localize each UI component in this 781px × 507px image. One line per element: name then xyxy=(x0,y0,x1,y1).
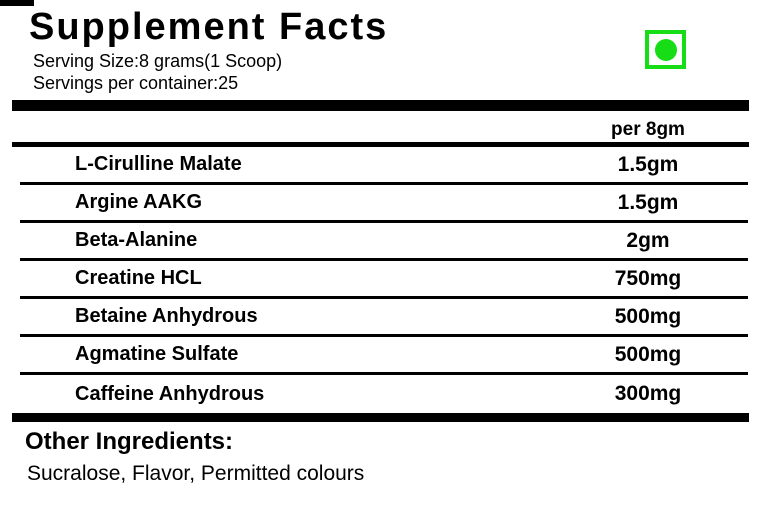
ingredient-amount: 500mg xyxy=(614,304,682,328)
table-row: Beta-Alanine 2gm xyxy=(20,223,748,261)
divider-thick-top xyxy=(12,100,749,111)
servings-per-container-text: Servings per container:25 xyxy=(33,73,239,93)
ingredient-name: Agmatine Sulfate xyxy=(75,343,239,365)
ingredient-name: Caffeine Anhydrous xyxy=(75,382,265,405)
ingredient-amount: 300mg xyxy=(614,382,682,405)
vegetarian-mark-icon xyxy=(645,30,686,69)
divider-header xyxy=(12,142,749,147)
table-row: L-Cirulline Malate 1.5gm xyxy=(20,147,748,185)
serving-size-text: Serving Size:8 grams(1 Scoop) xyxy=(33,51,283,71)
ingredient-table: L-Cirulline Malate 1.5gm Argine AAKG 1.5… xyxy=(20,147,748,413)
table-row: Creatine HCL 750mg xyxy=(20,261,748,299)
ingredient-name: Betaine Anhydrous xyxy=(75,305,258,327)
divider-thick-bottom xyxy=(12,413,749,422)
other-ingredients-value: Sucralose, Flavor, Permitted colours xyxy=(27,462,365,485)
ingredient-amount: 1.5gm xyxy=(617,152,679,176)
amount-column-header: per 8gm xyxy=(611,119,685,140)
table-row: Agmatine Sulfate 500mg xyxy=(20,337,748,375)
table-row: Betaine Anhydrous 500mg xyxy=(20,299,748,337)
vegetarian-mark-dot xyxy=(654,38,677,61)
corner-mark xyxy=(0,0,34,6)
ingredient-amount: 1.5gm xyxy=(617,190,679,214)
ingredient-name: Creatine HCL xyxy=(75,267,202,289)
ingredient-amount: 750mg xyxy=(614,266,682,290)
table-row: Argine AAKG 1.5gm xyxy=(20,185,748,223)
ingredient-amount: 2gm xyxy=(626,228,670,252)
ingredient-name: Argine AAKG xyxy=(75,191,203,213)
table-row: Caffeine Anhydrous 300mg xyxy=(20,375,748,413)
ingredient-name: Beta-Alanine xyxy=(75,229,198,251)
ingredient-amount: 500mg xyxy=(614,342,682,366)
other-ingredients-label: Other Ingredients: xyxy=(25,428,234,455)
page-title: Supplement Facts xyxy=(29,6,389,48)
ingredient-name: L-Cirulline Malate xyxy=(75,153,242,175)
